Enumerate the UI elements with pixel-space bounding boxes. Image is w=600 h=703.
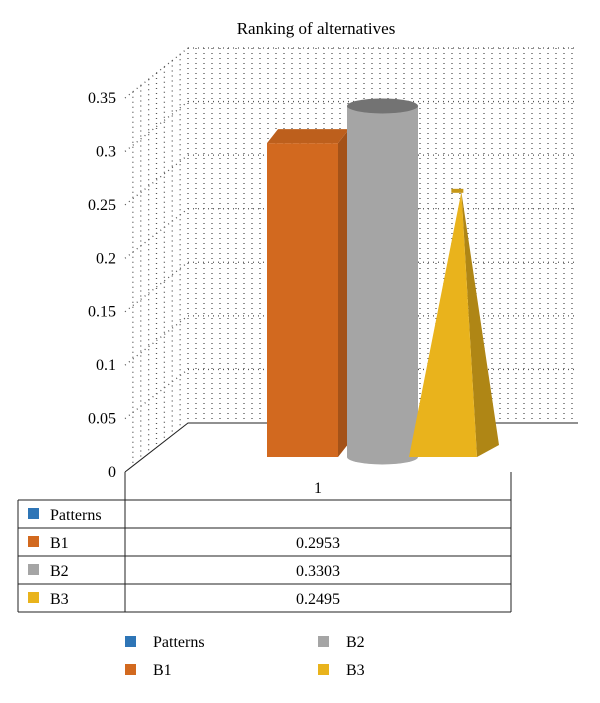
y-tick-label: 0.2 [96,250,116,267]
chart-title: Ranking of alternatives [237,19,396,38]
side-gridline [124,261,189,313]
y-tick-label: 0 [108,464,116,481]
table-legend-key [28,564,39,575]
bar-group [267,98,499,465]
table-row-value: 0.2953 [296,535,340,552]
table-row-label: B1 [50,535,69,552]
y-axis-ticks: 0 0.05 0.1 0.15 0.2 0.25 0.3 0.35 [88,90,116,481]
y-tick-label: 0.1 [96,357,116,374]
bar-front-face [267,143,338,457]
bar-side-face [338,129,349,457]
y-tick-label: 0.05 [88,411,116,428]
bar-pyramid-side [461,191,499,457]
bar-pyramid-tip [451,188,464,193]
bar-cylinder-body [347,105,418,465]
bar-cylinder-top [347,98,418,114]
data-table: 1 Patterns B1 0.2953 B2 0.3303 B3 0.2495 [17,472,512,613]
legend-label: Patterns [153,634,205,651]
table-row-label: Patterns [50,507,102,524]
side-gridline [124,101,189,152]
legend-key [318,636,329,647]
y-tick-label: 0.15 [88,304,116,321]
table-row-value: 0.3303 [296,563,340,580]
bar-pyramid-front [409,191,477,457]
legend-key [318,664,329,675]
table-legend-key [28,592,39,603]
legend: Patterns B1 B2 B3 [125,634,365,679]
legend-label: B1 [153,662,172,679]
bar-b2 [347,98,418,465]
legend-label: B3 [346,662,365,679]
table-legend-key [28,508,39,519]
y-tick-label: 0.3 [96,143,116,160]
y-tick-label: 0.35 [88,90,116,107]
side-gridline [124,154,189,206]
bar-b3 [409,188,499,457]
legend-key [125,636,136,647]
y-tick-label: 0.25 [88,197,116,214]
bar-b1 [267,129,349,457]
legend-label: B2 [346,634,365,651]
table-row-value: 0.2495 [296,591,340,608]
table-row-label: B3 [50,591,69,608]
table-row-label: B2 [50,563,69,580]
bar-top-face [267,129,349,144]
legend-key [125,664,136,675]
table-legend-key [28,536,39,547]
table-header-category: 1 [314,480,322,497]
